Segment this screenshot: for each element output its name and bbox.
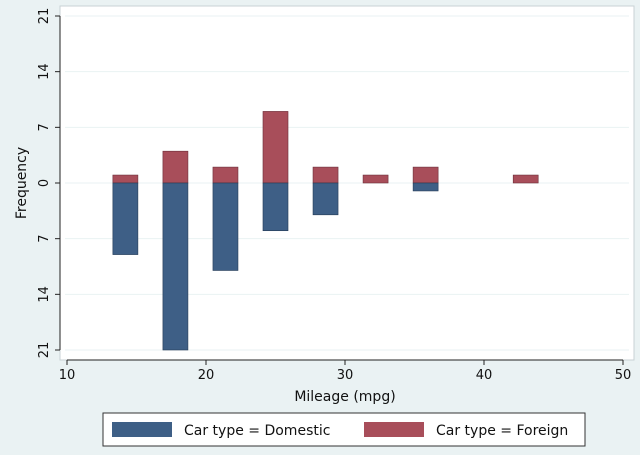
y-tick-label: 14 bbox=[37, 63, 52, 80]
bar-domestic bbox=[162, 182, 189, 351]
bar-foreign bbox=[162, 150, 189, 184]
gridlines bbox=[65, 15, 629, 351]
x-tick-label: 20 bbox=[198, 368, 215, 383]
bar-foreign bbox=[362, 174, 389, 184]
x-tick-label: 10 bbox=[59, 368, 76, 383]
y-tick-label: 7 bbox=[37, 123, 52, 131]
x-tick-label: 50 bbox=[615, 368, 632, 383]
bars bbox=[112, 111, 539, 351]
x-tick-label: 30 bbox=[337, 368, 354, 383]
legend: Car type = Domestic Car type = Foreign bbox=[102, 412, 586, 447]
y-axis: 21 14 7 0 7 14 21 bbox=[37, 8, 61, 359]
bar-domestic bbox=[212, 182, 239, 271]
y-tick-label: 21 bbox=[37, 8, 52, 25]
y-tick-label: 0 bbox=[37, 179, 52, 187]
y-tick-label: 7 bbox=[37, 235, 52, 243]
legend-box bbox=[102, 412, 586, 447]
x-axis-title: Mileage (mpg) bbox=[294, 389, 395, 405]
legend-label-foreign: Car type = Foreign bbox=[436, 423, 568, 439]
legend-label-domestic: Car type = Domestic bbox=[184, 423, 330, 439]
bar-foreign bbox=[512, 174, 539, 184]
bar-domestic bbox=[262, 182, 289, 232]
bar-foreign bbox=[312, 166, 339, 184]
bar-domestic bbox=[312, 182, 339, 216]
legend-swatch-foreign bbox=[364, 422, 424, 437]
bar-domestic bbox=[112, 182, 139, 255]
bar-foreign bbox=[262, 111, 289, 184]
y-tick-label: 21 bbox=[37, 342, 52, 359]
bar-foreign bbox=[112, 174, 139, 184]
y-tick-label: 14 bbox=[37, 286, 52, 303]
y-axis-title: Frequency bbox=[14, 147, 30, 219]
bar-foreign bbox=[212, 166, 239, 184]
legend-swatch-domestic bbox=[112, 422, 172, 437]
bar-foreign bbox=[412, 166, 439, 184]
x-axis: 10 20 30 40 50 bbox=[59, 359, 632, 383]
bar-domestic bbox=[412, 182, 439, 192]
x-tick-label: 40 bbox=[476, 368, 493, 383]
